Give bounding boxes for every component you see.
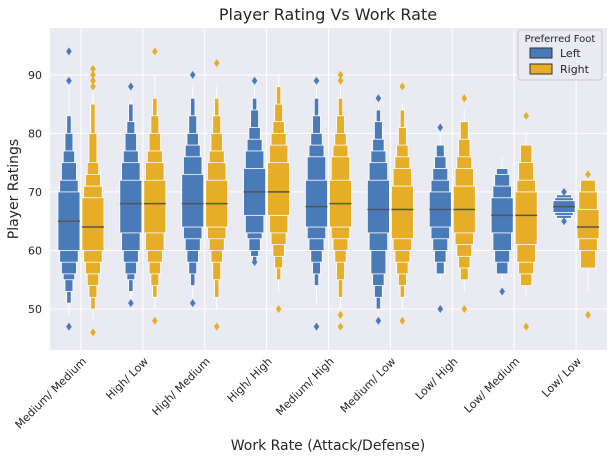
outlier-point bbox=[90, 82, 96, 91]
y-tick-label: 70 bbox=[28, 186, 42, 199]
box-right-3 bbox=[267, 74, 291, 314]
outlier-point bbox=[461, 305, 468, 314]
outlier-point bbox=[523, 111, 529, 120]
box-right-6 bbox=[452, 94, 476, 314]
x-tick-label: Medium/ High bbox=[273, 355, 336, 418]
x-tick-label: Low/ Low bbox=[539, 355, 584, 400]
box-level bbox=[181, 173, 205, 228]
box-left-7 bbox=[490, 156, 514, 296]
outlier-point bbox=[437, 123, 444, 132]
outlier-point bbox=[313, 76, 320, 85]
outlier-point bbox=[152, 316, 158, 325]
box-level bbox=[576, 209, 600, 240]
outlier-point bbox=[499, 287, 505, 296]
outlier-point bbox=[337, 322, 344, 331]
outlier-point bbox=[313, 322, 320, 331]
legend-label-right: Right bbox=[560, 63, 590, 76]
legend-swatch-left bbox=[529, 47, 553, 59]
box-right-4 bbox=[329, 70, 352, 331]
outlier-point bbox=[189, 299, 196, 308]
legend-swatch-right bbox=[529, 63, 553, 75]
box-right-0 bbox=[81, 64, 105, 337]
box-left-8 bbox=[552, 187, 576, 226]
outlier-point bbox=[437, 305, 444, 314]
outlier-point bbox=[128, 82, 134, 91]
box-right-7 bbox=[514, 111, 538, 331]
box-level bbox=[81, 197, 105, 251]
box-right-1 bbox=[143, 47, 167, 325]
outlier-point bbox=[337, 310, 344, 319]
outlier-point bbox=[561, 187, 567, 196]
x-tick-label: High/ Low bbox=[103, 355, 150, 402]
box-level bbox=[143, 179, 167, 234]
legend: Preferred Foot Left Right bbox=[517, 29, 603, 81]
outlier-point bbox=[399, 316, 406, 325]
outlier-point bbox=[251, 76, 258, 85]
x-tick-label: High/ High bbox=[225, 355, 275, 405]
y-tick-label: 50 bbox=[28, 303, 42, 316]
box-left-4 bbox=[305, 76, 328, 331]
outlier-point bbox=[128, 299, 134, 308]
box-left-1 bbox=[119, 82, 143, 308]
box-left-6 bbox=[428, 123, 452, 314]
outlier-point bbox=[90, 64, 96, 73]
y-tick-labels: 50 60 70 80 90 bbox=[28, 69, 42, 316]
box-level bbox=[366, 179, 390, 234]
y-tick-label: 80 bbox=[28, 127, 42, 140]
y-tick-label: 60 bbox=[28, 244, 42, 257]
outlier-point bbox=[399, 82, 406, 91]
x-tick-label: High/ Medium bbox=[150, 355, 213, 418]
boxes bbox=[57, 47, 600, 337]
box-level bbox=[305, 179, 328, 228]
outlier-point bbox=[375, 94, 382, 103]
grid-lines bbox=[50, 28, 607, 350]
box-level bbox=[390, 185, 414, 240]
outlier-point bbox=[337, 76, 344, 85]
x-tick-label: Low/ Medium bbox=[462, 355, 523, 416]
outlier-point bbox=[90, 328, 96, 337]
box-left-2 bbox=[181, 70, 205, 308]
outlier-point bbox=[66, 322, 72, 331]
box-right-8 bbox=[576, 170, 600, 319]
box-level bbox=[119, 179, 143, 234]
legend-label-left: Left bbox=[560, 47, 581, 60]
outlier-point bbox=[523, 322, 529, 331]
outlier-point bbox=[251, 258, 258, 267]
box-left-3 bbox=[243, 76, 267, 267]
box-left-0 bbox=[57, 47, 81, 331]
x-tick-label: Medium/ Low bbox=[338, 355, 399, 416]
outlier-point bbox=[461, 94, 468, 103]
outlier-point bbox=[189, 70, 196, 79]
box-level bbox=[267, 162, 291, 216]
box-left-5 bbox=[366, 94, 390, 325]
outlier-point bbox=[213, 322, 220, 331]
outlier-point bbox=[90, 70, 96, 79]
chart-title: Player Rating Vs Work Rate bbox=[219, 5, 437, 24]
outlier-point bbox=[152, 47, 158, 56]
outlier-point bbox=[337, 70, 344, 79]
outlier-point bbox=[90, 76, 96, 85]
outlier-point bbox=[213, 59, 220, 68]
y-axis-label: Player Ratings bbox=[6, 139, 22, 239]
outlier-point bbox=[66, 47, 72, 56]
x-tick-label: Medium/ Medium bbox=[13, 355, 89, 431]
outlier-point bbox=[375, 316, 382, 325]
x-axis-label: Work Rate (Attack/Defense) bbox=[231, 438, 426, 454]
box-right-5 bbox=[390, 82, 414, 325]
outlier-point bbox=[275, 305, 282, 314]
x-tick-label: Low/ High bbox=[413, 355, 460, 402]
outlier-point bbox=[561, 217, 567, 226]
box-right-2 bbox=[205, 59, 229, 331]
legend-title: Preferred Foot bbox=[525, 34, 596, 45]
outlier-point bbox=[585, 310, 591, 319]
outlier-point bbox=[66, 76, 72, 85]
y-tick-label: 90 bbox=[28, 69, 42, 82]
outlier-point bbox=[585, 170, 591, 179]
box-level bbox=[514, 191, 538, 246]
